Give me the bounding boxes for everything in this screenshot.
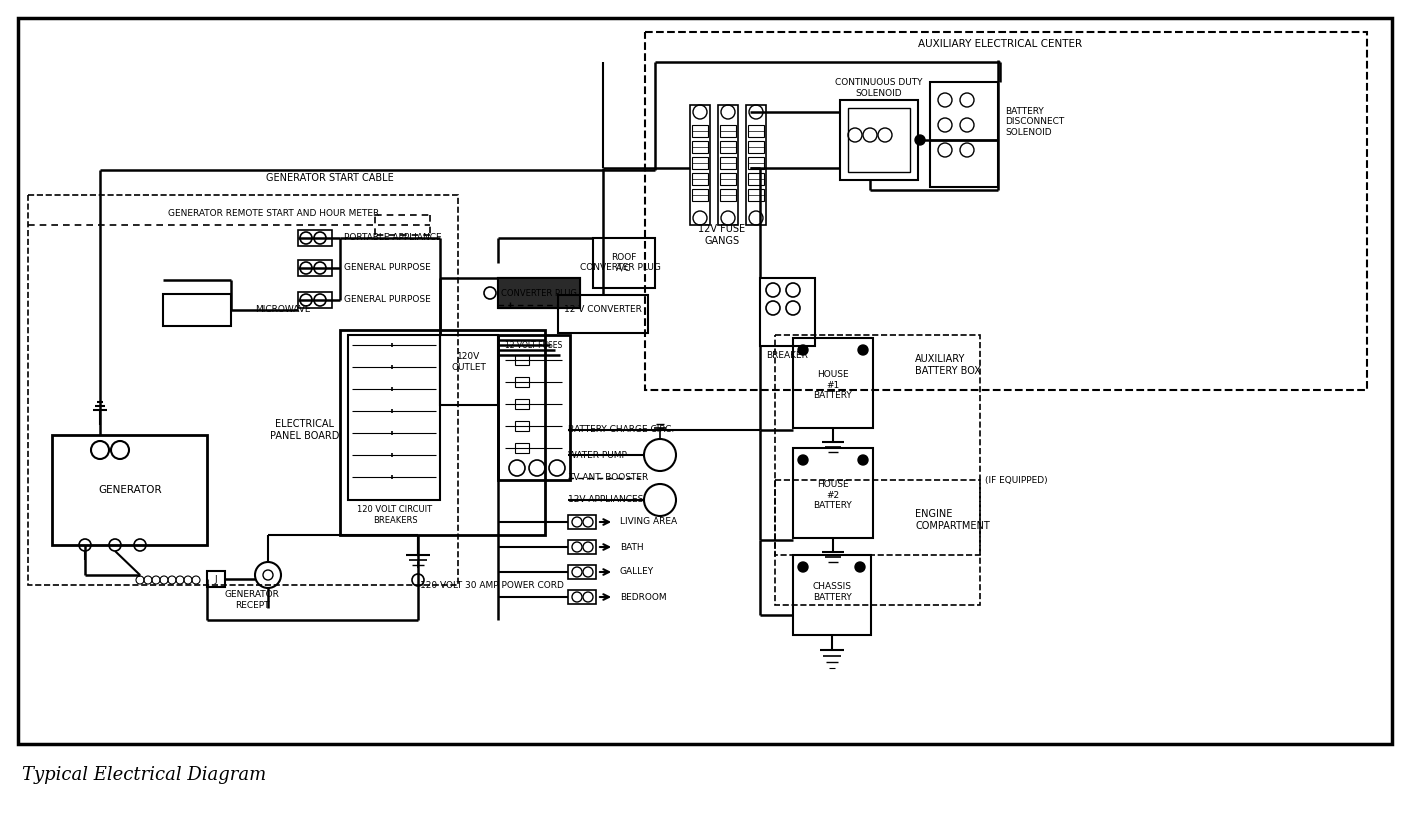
- Text: GENERATOR
RECEPT: GENERATOR RECEPT: [224, 591, 279, 610]
- Bar: [298, 292, 331, 308]
- Bar: [747, 157, 764, 169]
- Bar: [718, 105, 737, 225]
- Text: BREAKER: BREAKER: [766, 351, 808, 360]
- Text: GENERAL PURPOSE: GENERAL PURPOSE: [344, 295, 430, 304]
- Bar: [747, 125, 764, 137]
- Text: GENERAL PURPOSE: GENERAL PURPOSE: [344, 263, 430, 272]
- Text: AUXILIARY ELECTRICAL CENTER: AUXILIARY ELECTRICAL CENTER: [918, 39, 1081, 49]
- Bar: [515, 399, 529, 409]
- Bar: [558, 295, 649, 333]
- Text: PORTABLE APPLIANCE: PORTABLE APPLIANCE: [344, 233, 441, 243]
- Text: 12V APPLIANCES: 12V APPLIANCES: [568, 496, 643, 505]
- Circle shape: [798, 455, 808, 465]
- Bar: [847, 108, 909, 172]
- Bar: [594, 238, 656, 288]
- Bar: [568, 590, 596, 604]
- Bar: [721, 157, 736, 169]
- Bar: [792, 338, 873, 428]
- Bar: [515, 355, 529, 365]
- Bar: [776, 480, 980, 605]
- Text: LIVING AREA: LIVING AREA: [620, 517, 677, 526]
- Text: HOUSE
#1
BATTERY: HOUSE #1 BATTERY: [814, 370, 853, 400]
- Text: CONVERTER PLUG: CONVERTER PLUG: [501, 289, 577, 298]
- Bar: [792, 555, 871, 635]
- Text: BATH: BATH: [620, 543, 643, 551]
- Bar: [747, 141, 764, 153]
- Circle shape: [854, 562, 864, 572]
- Bar: [568, 540, 596, 554]
- Text: GENERATOR START CABLE: GENERATOR START CABLE: [266, 173, 393, 183]
- Text: ENGINE
COMPARTMENT: ENGINE COMPARTMENT: [915, 509, 990, 530]
- Bar: [644, 32, 1368, 390]
- Bar: [692, 141, 708, 153]
- Bar: [52, 435, 207, 545]
- Text: GENERATOR: GENERATOR: [99, 485, 162, 495]
- Bar: [721, 173, 736, 185]
- Text: WATER PUMP: WATER PUMP: [568, 450, 627, 460]
- Bar: [689, 105, 711, 225]
- Text: Typical Electrical Diagram: Typical Electrical Diagram: [23, 766, 266, 784]
- Bar: [692, 189, 708, 201]
- Text: HOUSE
#2
BATTERY: HOUSE #2 BATTERY: [814, 480, 853, 510]
- Bar: [792, 448, 873, 538]
- Bar: [721, 189, 736, 201]
- Text: MICROWAVE: MICROWAVE: [255, 305, 310, 314]
- Bar: [568, 515, 596, 529]
- Text: 120V
OUTLET: 120V OUTLET: [451, 352, 486, 372]
- Text: 120 VOLT 30 AMP POWER CORD: 120 VOLT 30 AMP POWER CORD: [420, 581, 564, 590]
- Bar: [28, 195, 458, 585]
- Bar: [568, 565, 596, 579]
- Circle shape: [798, 345, 808, 355]
- Bar: [498, 335, 570, 480]
- Text: CHASSIS
BATTERY: CHASSIS BATTERY: [812, 582, 852, 601]
- Bar: [692, 125, 708, 137]
- Bar: [298, 260, 331, 276]
- Bar: [747, 173, 764, 185]
- Bar: [721, 125, 736, 137]
- Text: GENERATOR REMOTE START AND HOUR METER: GENERATOR REMOTE START AND HOUR METER: [168, 209, 379, 218]
- Bar: [931, 82, 998, 187]
- Bar: [692, 173, 708, 185]
- Bar: [840, 100, 918, 180]
- Bar: [515, 377, 529, 387]
- Bar: [498, 278, 580, 308]
- Bar: [18, 18, 1392, 744]
- Bar: [747, 189, 764, 201]
- Text: 12 V CONVERTER: 12 V CONVERTER: [564, 305, 642, 314]
- Bar: [298, 230, 331, 246]
- Text: J: J: [214, 574, 217, 583]
- Bar: [515, 421, 529, 431]
- Bar: [776, 335, 980, 555]
- Text: 120 VOLT CIRCUIT
BREAKERS: 120 VOLT CIRCUIT BREAKERS: [358, 505, 433, 525]
- Bar: [692, 157, 708, 169]
- Text: CONVERTER PLUG: CONVERTER PLUG: [580, 262, 661, 271]
- Bar: [207, 571, 226, 587]
- Circle shape: [798, 562, 808, 572]
- Bar: [348, 335, 440, 500]
- Circle shape: [859, 345, 869, 355]
- Bar: [498, 278, 580, 308]
- Bar: [746, 105, 766, 225]
- Text: AUXILIARY
BATTERY BOX: AUXILIARY BATTERY BOX: [915, 354, 981, 376]
- Text: 12 VOLT FUSES: 12 VOLT FUSES: [505, 341, 563, 350]
- Text: BATTERY
DISCONNECT
SOLENOID: BATTERY DISCONNECT SOLENOID: [1005, 107, 1065, 137]
- Text: TV ANT. BOOSTER: TV ANT. BOOSTER: [568, 474, 649, 483]
- Text: (IF EQUIPPED): (IF EQUIPPED): [986, 475, 1048, 484]
- Bar: [515, 443, 529, 453]
- Text: BATTERY CHARGE CIRC.: BATTERY CHARGE CIRC.: [568, 426, 674, 435]
- Text: ROOF
A/C: ROOF A/C: [612, 253, 637, 273]
- Bar: [340, 330, 546, 535]
- Bar: [721, 141, 736, 153]
- Text: BEDROOM: BEDROOM: [620, 592, 667, 601]
- Bar: [164, 294, 231, 326]
- Bar: [760, 278, 815, 346]
- Bar: [440, 335, 498, 405]
- Circle shape: [859, 455, 869, 465]
- Text: CONTINUOUS DUTY
SOLENOID: CONTINUOUS DUTY SOLENOID: [835, 78, 922, 97]
- Circle shape: [915, 135, 925, 145]
- Text: GALLEY: GALLEY: [620, 568, 654, 577]
- Text: 12V FUSE
GANGS: 12V FUSE GANGS: [698, 224, 746, 246]
- Text: ELECTRICAL
PANEL BOARD: ELECTRICAL PANEL BOARD: [271, 419, 340, 441]
